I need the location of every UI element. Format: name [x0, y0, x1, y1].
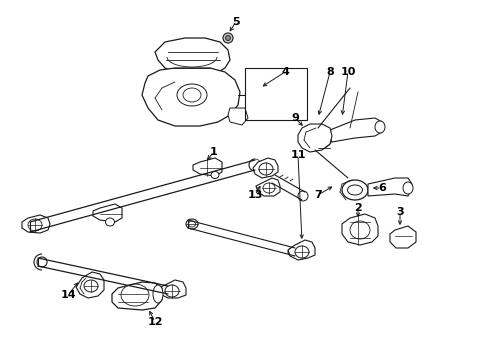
Polygon shape [93, 204, 122, 222]
Text: 1: 1 [210, 147, 218, 157]
Ellipse shape [164, 287, 172, 293]
Text: 5: 5 [232, 17, 240, 27]
Ellipse shape [84, 280, 98, 292]
Bar [245, 68, 307, 120]
Ellipse shape [350, 221, 370, 239]
Polygon shape [112, 282, 162, 310]
Text: 2: 2 [354, 203, 362, 213]
Ellipse shape [153, 285, 163, 303]
Ellipse shape [183, 88, 201, 102]
Polygon shape [298, 124, 332, 152]
Ellipse shape [310, 132, 326, 144]
Ellipse shape [28, 219, 42, 231]
Polygon shape [142, 68, 240, 126]
Ellipse shape [37, 257, 47, 267]
Text: 3: 3 [396, 207, 404, 217]
Ellipse shape [403, 182, 413, 194]
Polygon shape [330, 118, 382, 142]
Polygon shape [253, 158, 278, 178]
Polygon shape [256, 178, 280, 196]
Ellipse shape [161, 285, 175, 295]
Ellipse shape [259, 163, 273, 175]
Polygon shape [368, 178, 412, 196]
Ellipse shape [189, 221, 196, 227]
Polygon shape [76, 272, 104, 298]
Ellipse shape [291, 249, 299, 255]
Text: 9: 9 [291, 113, 299, 123]
Text: 13: 13 [247, 190, 263, 200]
Polygon shape [22, 215, 50, 233]
Ellipse shape [225, 36, 230, 41]
Text: 12: 12 [147, 317, 163, 327]
Ellipse shape [342, 180, 368, 200]
Ellipse shape [177, 84, 207, 106]
Ellipse shape [165, 285, 179, 297]
Ellipse shape [375, 121, 385, 133]
Ellipse shape [288, 247, 302, 257]
Polygon shape [193, 158, 222, 176]
Text: 6: 6 [378, 183, 386, 193]
Polygon shape [158, 280, 186, 298]
Ellipse shape [223, 33, 233, 43]
Polygon shape [390, 226, 416, 248]
Ellipse shape [263, 183, 275, 193]
Text: 14: 14 [60, 290, 76, 300]
Polygon shape [155, 38, 230, 76]
Text: 10: 10 [341, 67, 356, 77]
Ellipse shape [211, 171, 219, 179]
Ellipse shape [304, 127, 332, 149]
Ellipse shape [295, 246, 309, 258]
Ellipse shape [186, 219, 198, 229]
Polygon shape [288, 240, 315, 260]
Polygon shape [342, 214, 378, 245]
Text: 4: 4 [281, 67, 289, 77]
Text: 11: 11 [290, 150, 306, 160]
Text: 8: 8 [326, 67, 334, 77]
Text: 7: 7 [314, 190, 322, 200]
Ellipse shape [105, 218, 115, 226]
Ellipse shape [347, 185, 363, 195]
Polygon shape [228, 108, 248, 125]
Ellipse shape [298, 191, 308, 201]
